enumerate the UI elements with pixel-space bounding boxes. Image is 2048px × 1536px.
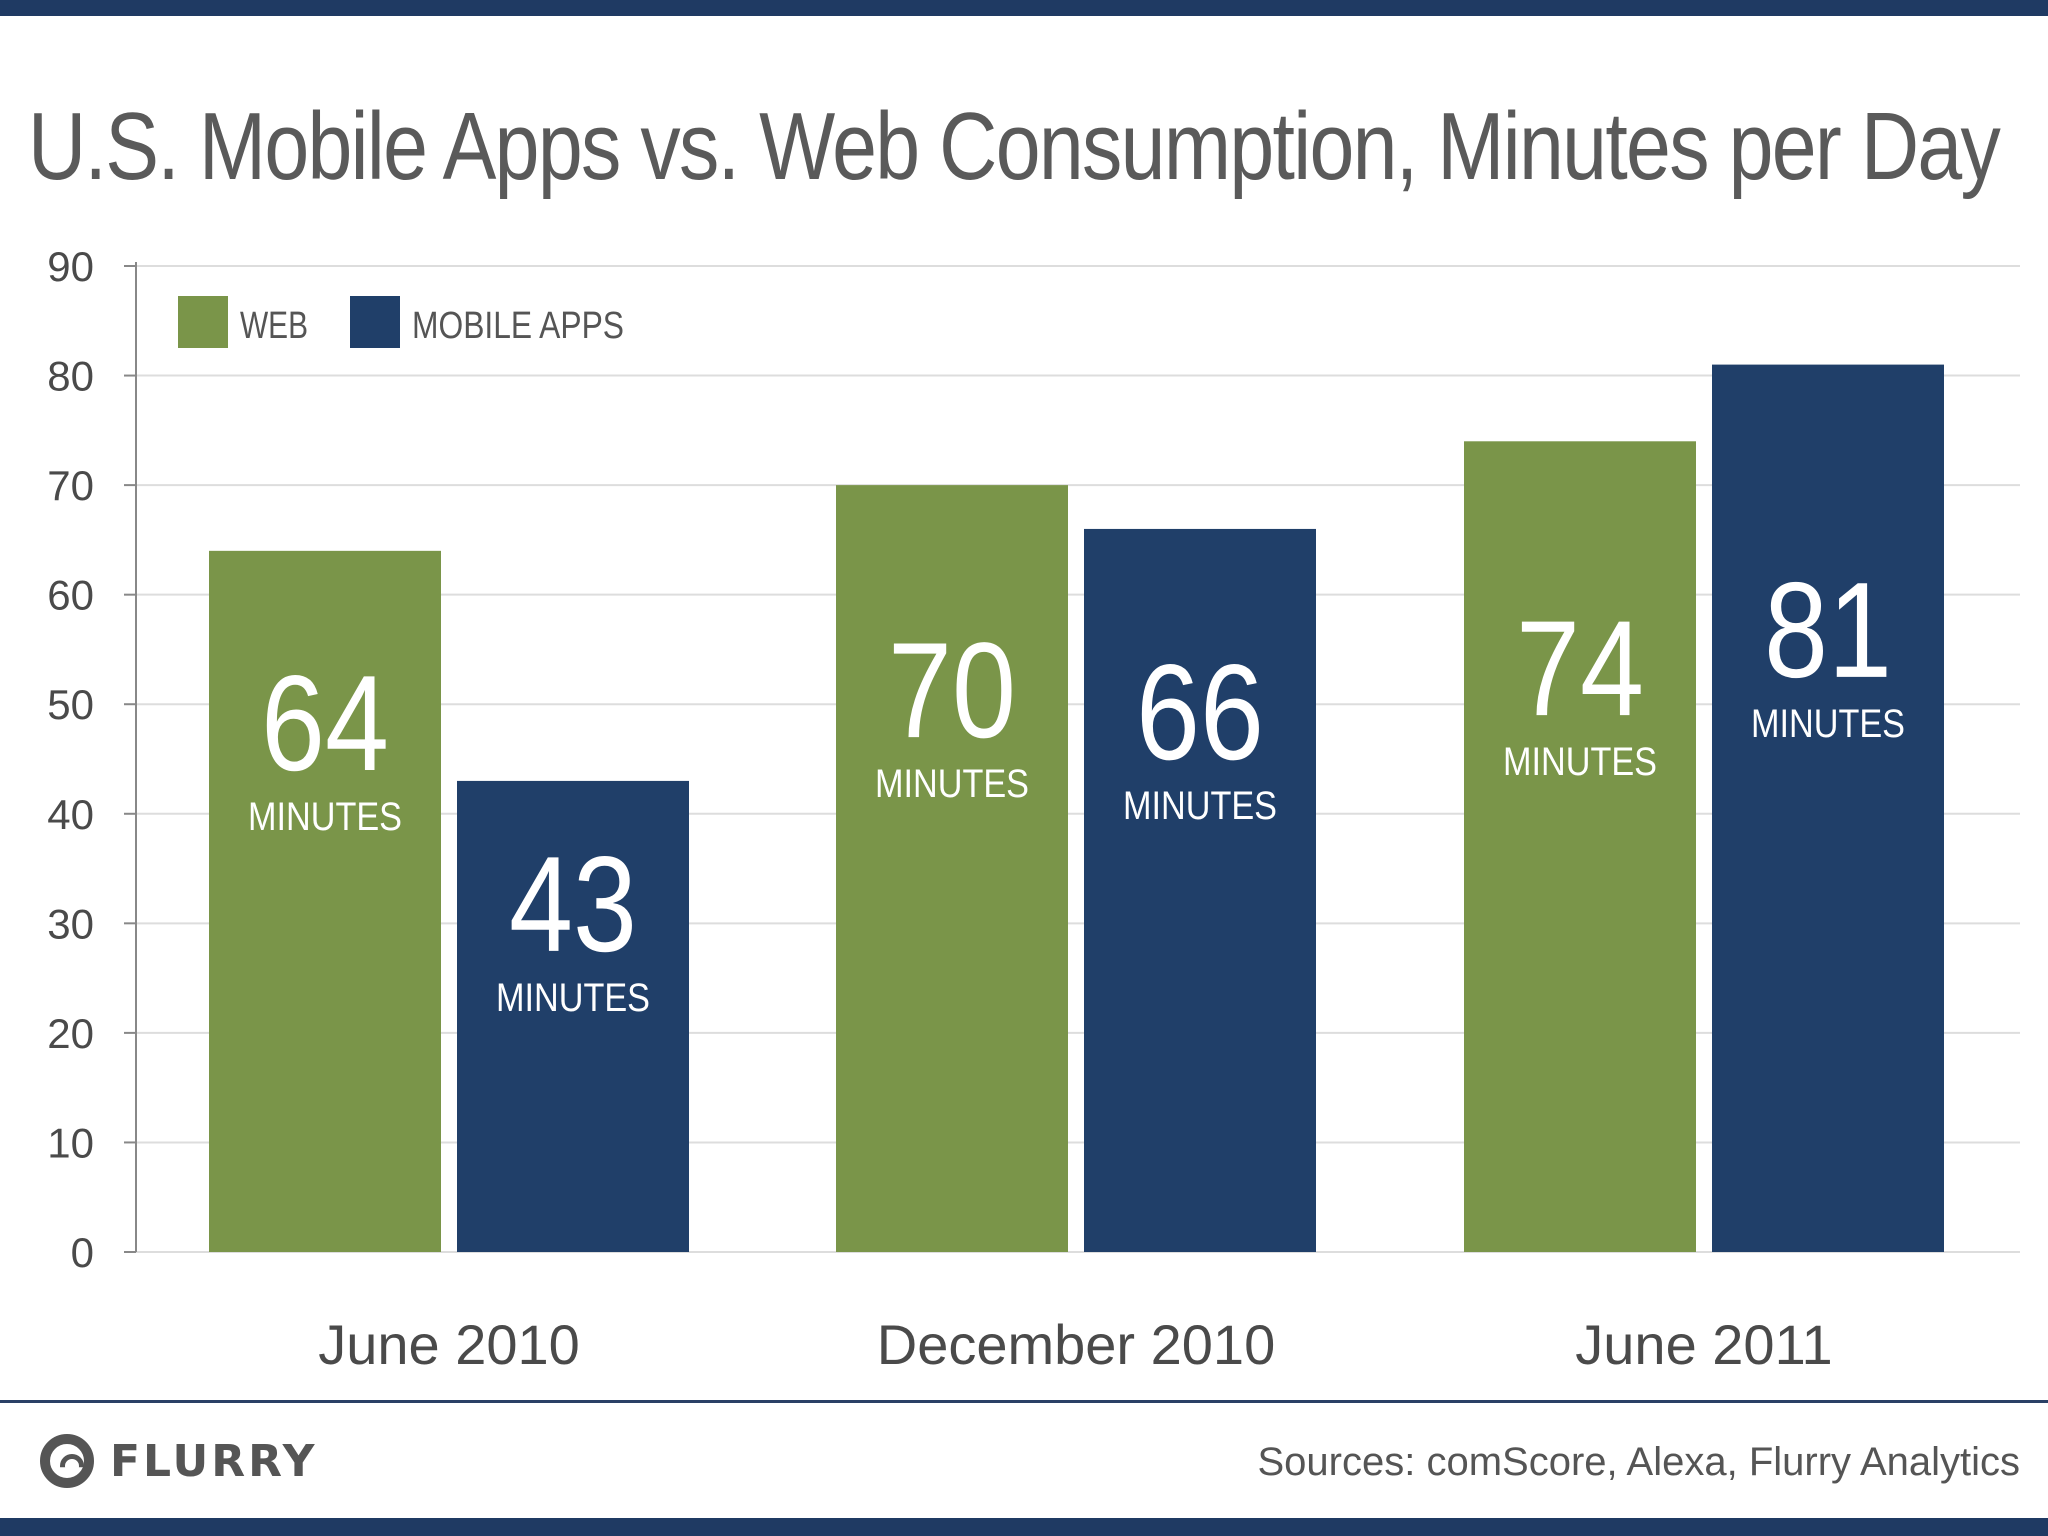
value-unit-label: MINUTES [1751, 702, 1905, 746]
value-unit-label: MINUTES [496, 976, 650, 1020]
web-bar [1464, 441, 1696, 1252]
mobile-apps-bar [457, 780, 689, 1252]
web-legend-label: WEB [240, 305, 308, 347]
y-tick-label: 40 [47, 791, 94, 838]
value-label: 66 [1136, 636, 1264, 788]
web-bar [209, 550, 441, 1252]
bar-chart: 010203040506070809064MINUTES43MINUTESJun… [47, 243, 2020, 1376]
value-label: 70 [888, 614, 1016, 766]
y-tick-label: 10 [47, 1119, 94, 1166]
x-category-label: June 2011 [1575, 1313, 1832, 1376]
mobile-apps-legend-label: MOBILE APPS [412, 305, 624, 347]
mobile-apps-legend-swatch [350, 296, 400, 348]
flurry-logo-text: FLURRY [110, 1435, 318, 1487]
value-label: 74 [1516, 592, 1644, 744]
value-label: 81 [1764, 554, 1892, 706]
value-label: 43 [509, 828, 637, 980]
sources-note: Sources: comScore, Alexa, Flurry Analyti… [1257, 1440, 2021, 1484]
y-tick-label: 70 [47, 462, 94, 509]
web-legend-swatch [178, 296, 228, 348]
y-tick-label: 20 [47, 1010, 94, 1057]
y-tick-label: 90 [47, 243, 94, 290]
y-tick-label: 30 [47, 900, 94, 947]
value-unit-label: MINUTES [875, 762, 1029, 806]
mobile-apps-bar [1084, 528, 1316, 1252]
footer-divider [0, 1400, 2048, 1403]
y-tick-label: 80 [47, 353, 94, 400]
x-category-label: December 2010 [877, 1313, 1275, 1376]
value-label: 64 [261, 647, 389, 799]
y-tick-label: 0 [71, 1229, 94, 1276]
flurry-logo: FLURRY [40, 1424, 317, 1498]
flurry-logo-icon [40, 1434, 94, 1488]
y-tick-label: 50 [47, 681, 94, 728]
chart-title: U.S. Mobile Apps vs. Web Consumption, Mi… [28, 93, 2001, 200]
value-unit-label: MINUTES [1503, 740, 1657, 784]
value-unit-label: MINUTES [1123, 784, 1277, 828]
value-unit-label: MINUTES [248, 795, 402, 839]
x-category-label: June 2010 [318, 1313, 580, 1376]
y-tick-label: 60 [47, 572, 94, 619]
mobile-apps-bar [1712, 364, 1944, 1253]
top-border-bar [0, 0, 2048, 16]
web-bar [836, 485, 1068, 1253]
bottom-border-bar [0, 1518, 2048, 1536]
